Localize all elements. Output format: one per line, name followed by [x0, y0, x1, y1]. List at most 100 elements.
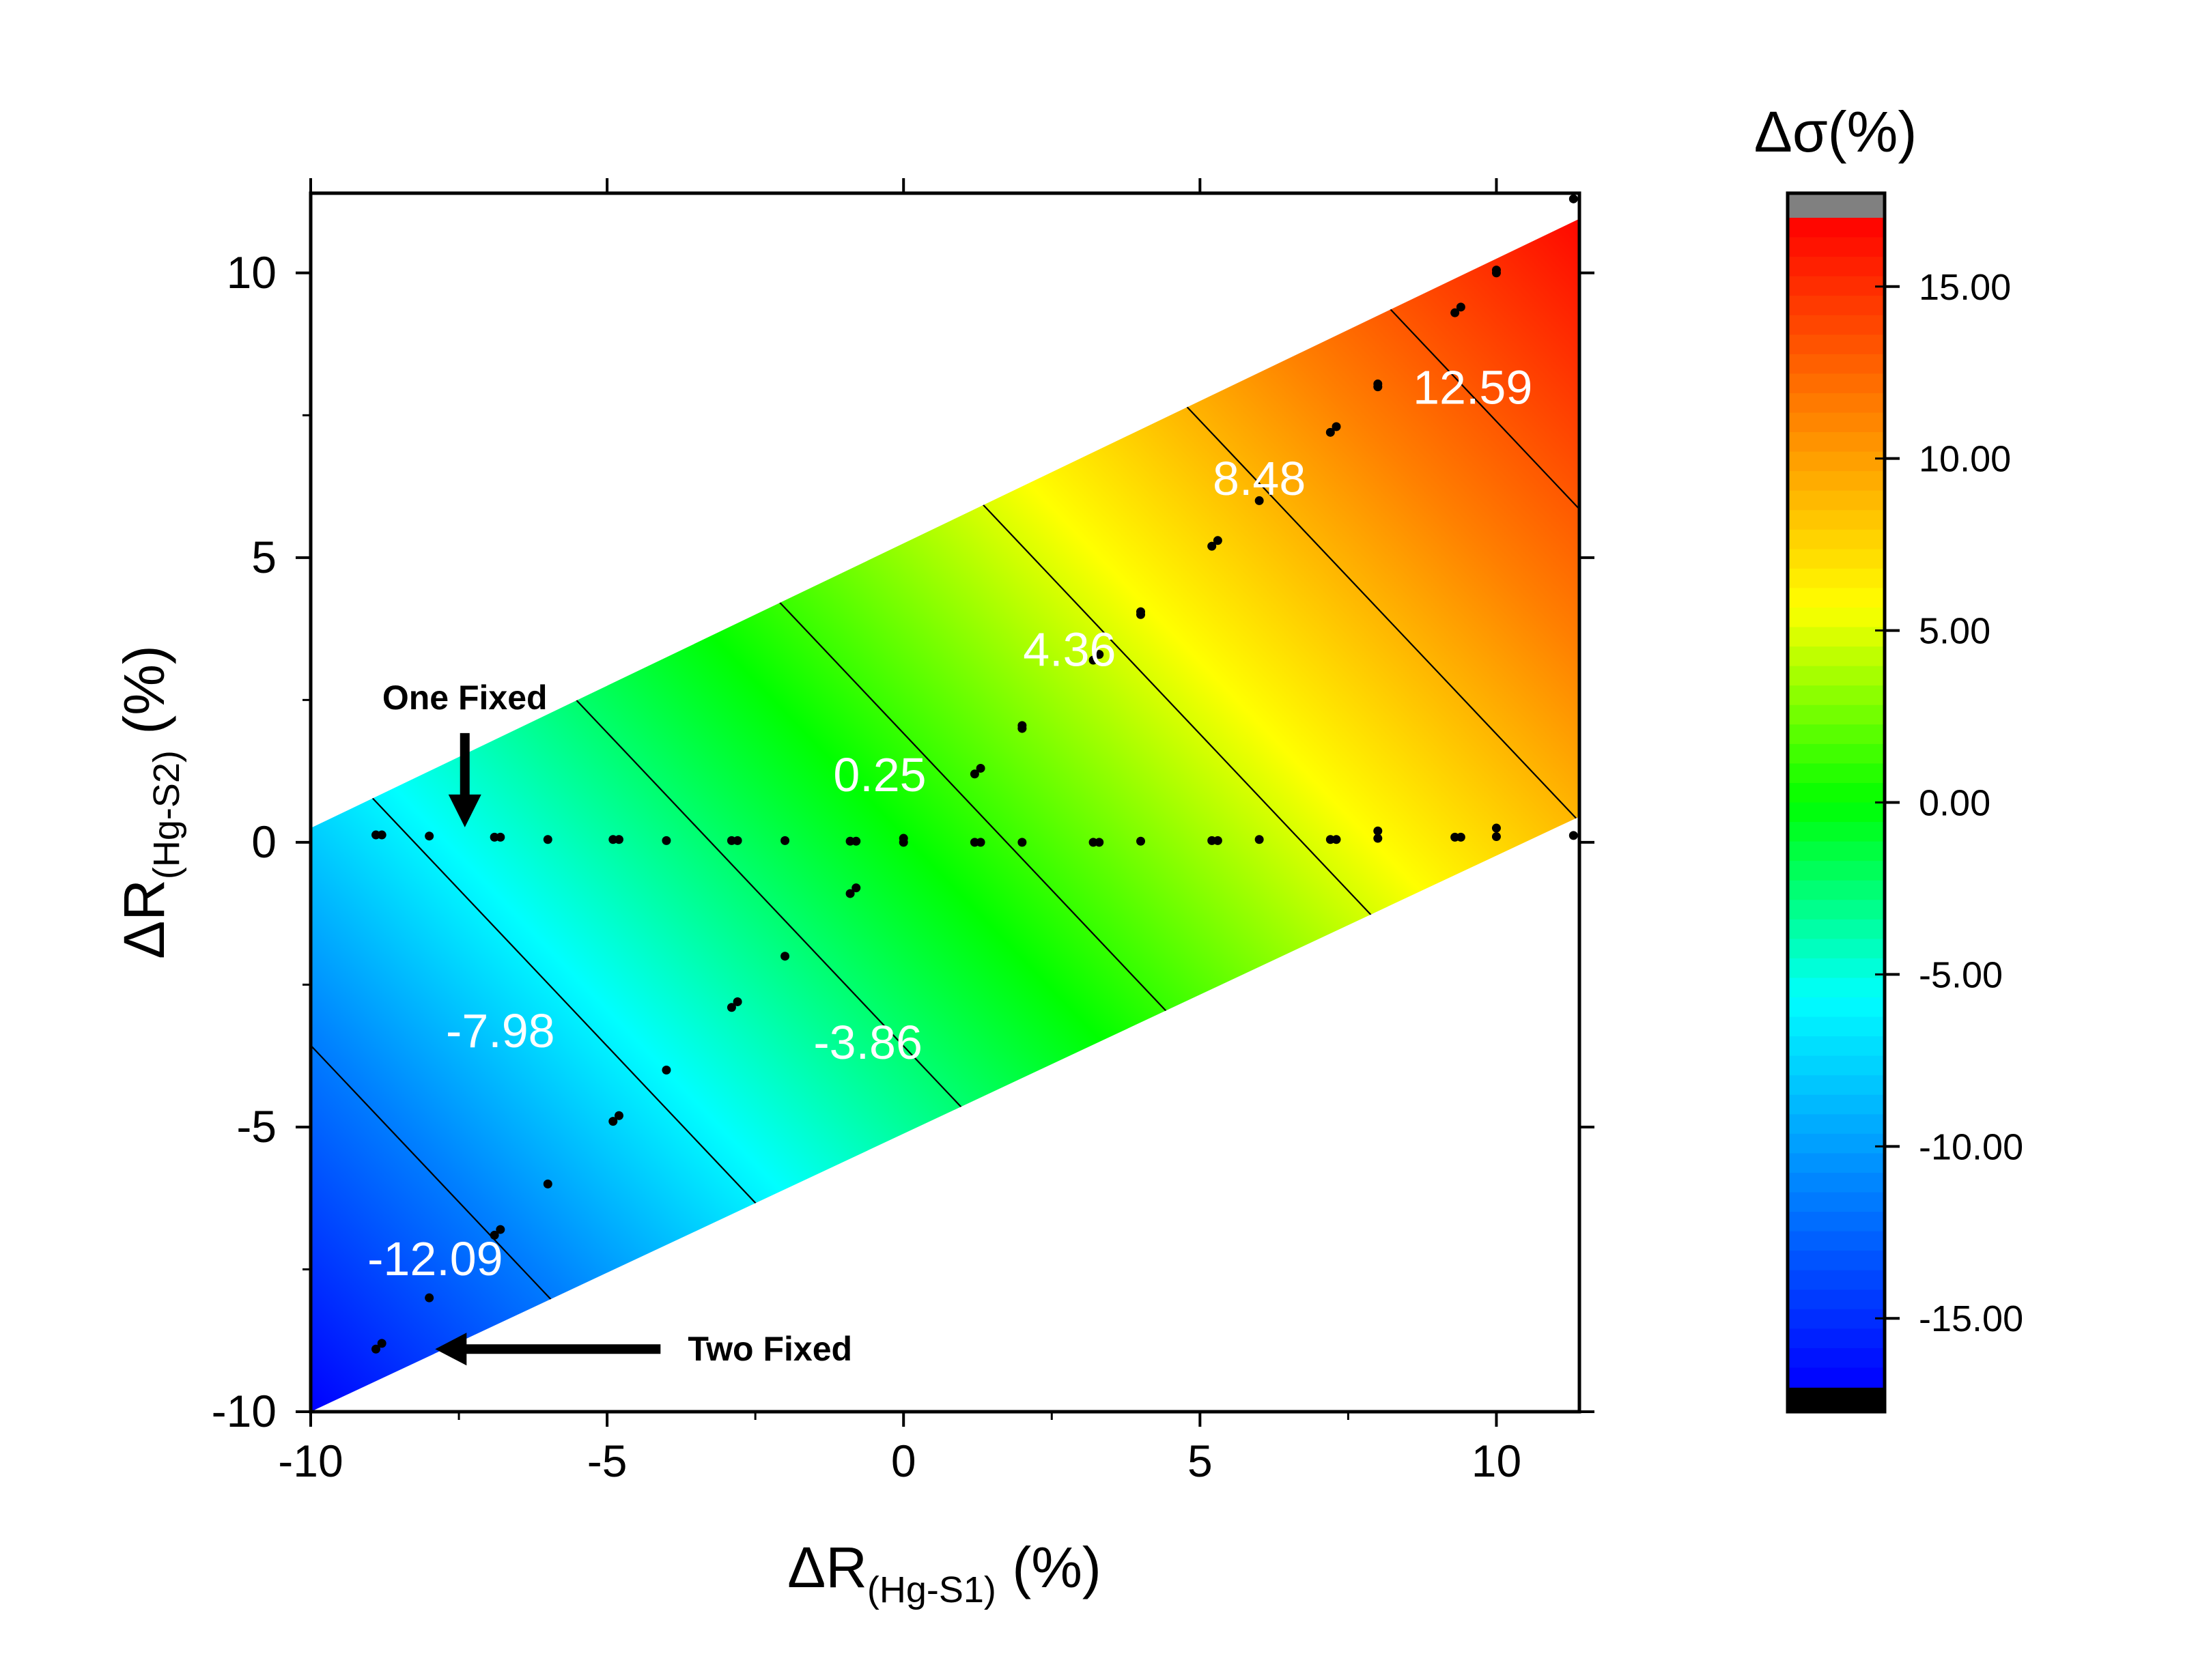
colorbar-tick-label: 0.00: [1919, 783, 1990, 824]
data-point: [425, 1293, 434, 1302]
annotation-text: Two Fixed: [688, 1330, 852, 1368]
data-point: [976, 763, 985, 773]
data-point: [1254, 835, 1264, 844]
data-point: [1136, 836, 1146, 846]
data-point: [608, 1117, 618, 1126]
colorbar-tick-label: 5.00: [1919, 611, 1990, 652]
data-point: [733, 836, 742, 845]
y-axis-title-sub: (Hg-S2): [146, 750, 187, 879]
colorbar-band: [1788, 1172, 1885, 1193]
data-point: [496, 1225, 505, 1234]
colorbar-band: [1788, 958, 1885, 979]
data-point: [371, 1344, 381, 1354]
data-point: [1332, 422, 1341, 431]
colorbar-band: [1788, 1251, 1885, 1271]
colorbar-band: [1788, 782, 1885, 803]
colorbar-band: [1788, 900, 1885, 920]
y-tick-label: -10: [212, 1386, 277, 1436]
data-point: [1136, 607, 1146, 616]
contour-line: [951, 218, 1579, 857]
x-tick-label: 5: [1187, 1436, 1213, 1486]
y-tick-label: 5: [251, 532, 277, 582]
colorbar-band: [1788, 802, 1885, 823]
y-tick-label: 0: [251, 816, 277, 867]
data-point: [543, 1179, 552, 1188]
colorbar-band: [1788, 1036, 1885, 1057]
colorbar-band: [1788, 354, 1885, 375]
colorbar-band: [1788, 919, 1885, 940]
colorbar-band: [1788, 763, 1885, 784]
annotations: One Fixed Two Fixed: [382, 679, 852, 1368]
colorbar-band: [1788, 861, 1885, 881]
colorbar-band: [1788, 1328, 1885, 1349]
colorbar-band: [1788, 666, 1885, 686]
data-point: [1568, 831, 1578, 840]
data-point: [377, 1339, 386, 1348]
y-tick-label: -5: [236, 1101, 277, 1152]
colorbar-band: [1788, 218, 1885, 238]
colorbar-tick-label: -5.00: [1919, 954, 2003, 995]
data-point: [496, 832, 505, 842]
data-point: [1088, 655, 1098, 665]
data-point: [1373, 826, 1383, 836]
colorbar-band: [1788, 568, 1885, 589]
data-point: [1254, 496, 1264, 505]
contour-label: -7.98: [446, 1004, 555, 1057]
data-point: [543, 835, 552, 844]
x-axis-title: ΔR(Hg-S1) (%): [787, 1535, 1101, 1610]
y-tick-label: 10: [227, 247, 277, 298]
data-points: [371, 194, 1578, 1354]
annotation-down: One Fixed: [382, 679, 548, 827]
plot-frame: [309, 191, 1581, 1414]
colorbar-tick-label: -15.00: [1919, 1298, 2023, 1339]
colorbar-band: [1788, 1367, 1885, 1388]
y-axis: -10 -5 0 5 10: [212, 247, 1594, 1436]
annotation-left: Two Fixed: [435, 1330, 852, 1368]
x-tick-label: -10: [278, 1436, 343, 1486]
colorbar-band: [1788, 880, 1885, 901]
data-point: [1213, 536, 1222, 545]
colorbar-tick-label: -10.00: [1919, 1126, 2023, 1167]
x-axis-title-main: ΔR: [787, 1535, 867, 1599]
data-point: [899, 834, 908, 843]
colorbar: Δσ(%) 15.00 10.00 5.00 0.00 -5.00 -10.00 -15.0…: [1754, 100, 2023, 1414]
data-point: [851, 883, 861, 893]
colorbar-tick-label: 10.00: [1919, 439, 2011, 480]
colorbar-ticks: 15.00 10.00 5.00 0.00 -5.00 -10.00 -15.00: [1875, 267, 2023, 1339]
colorbar-band: [1788, 1055, 1885, 1076]
colorbar-band: [1788, 549, 1885, 569]
annotation-text: One Fixed: [382, 679, 548, 717]
data-point: [490, 1230, 499, 1240]
data-point: [780, 952, 790, 961]
colorbar-band: [1788, 1192, 1885, 1212]
annotation-arrow-head: [435, 1333, 467, 1366]
colorbar-band: [1788, 822, 1885, 842]
data-point: [425, 831, 434, 841]
data-point: [1017, 721, 1027, 730]
contour-line: [795, 218, 1579, 1005]
colorbar-band: [1788, 237, 1885, 257]
data-point: [1095, 650, 1104, 659]
data-point: [780, 836, 790, 845]
y-axis-title: ΔR(Hg-S2) (%): [112, 645, 187, 959]
data-point: [976, 838, 985, 847]
colorbar-band: [1788, 1212, 1885, 1232]
contour-labels: -12.09 -7.98 -3.86 0.25 4.36 8.48 12.59: [367, 361, 1532, 1285]
colorbar-under: [1788, 1387, 1885, 1412]
colorbar-band: [1788, 1016, 1885, 1037]
colorbar-band: [1788, 743, 1885, 765]
annotation-arrow-head: [448, 794, 481, 827]
contour-label: 8.48: [1213, 452, 1306, 505]
colorbar-band: [1788, 939, 1885, 959]
data-point: [1491, 832, 1501, 842]
colorbar-band: [1788, 997, 1885, 1018]
y-axis-title-unit: (%): [112, 645, 176, 750]
colorbar-band: [1788, 704, 1885, 726]
colorbar-band: [1788, 1114, 1885, 1135]
svg-text:ΔR(Hg-S1) (%): ΔR(Hg-S1) (%): [787, 1535, 1101, 1610]
data-point: [614, 835, 623, 844]
colorbar-band: [1788, 1094, 1885, 1115]
data-point: [1450, 308, 1460, 317]
data-point: [1325, 427, 1335, 437]
